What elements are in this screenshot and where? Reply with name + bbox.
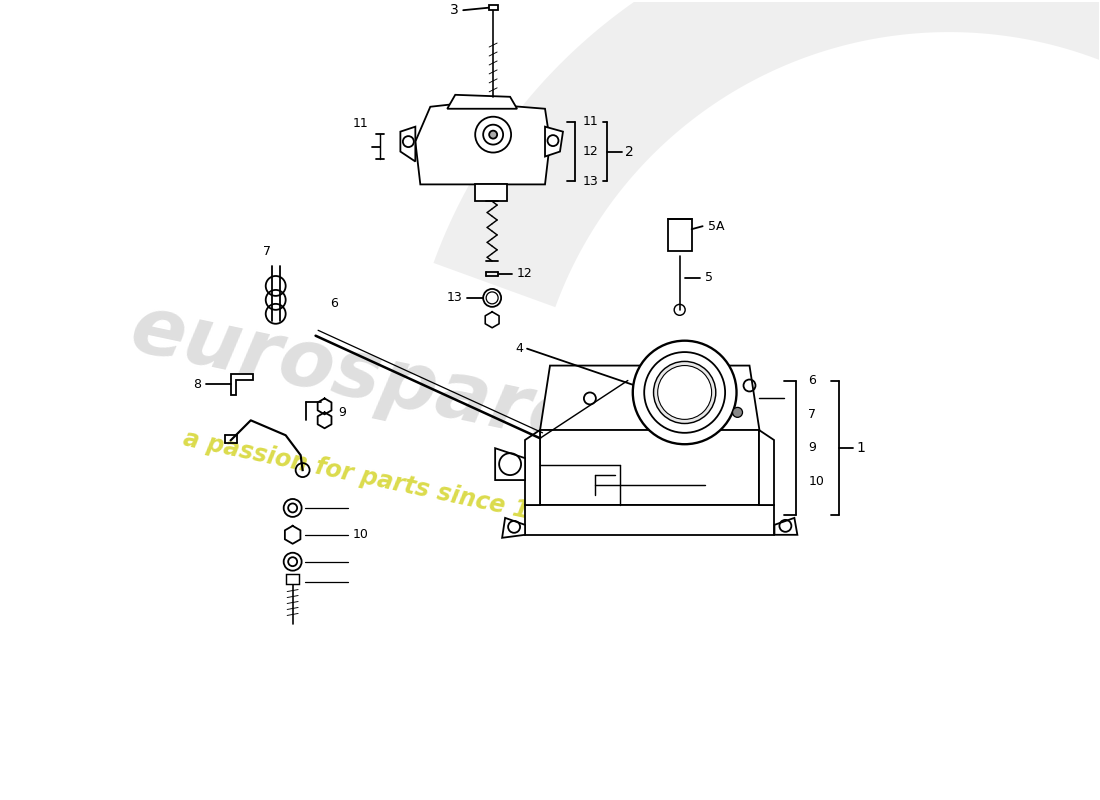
Polygon shape	[540, 430, 759, 505]
Text: 9: 9	[339, 406, 346, 419]
Text: 6: 6	[331, 298, 339, 310]
Polygon shape	[525, 505, 774, 535]
Circle shape	[733, 407, 742, 418]
Text: eurospares: eurospares	[123, 290, 638, 471]
Text: 9: 9	[808, 442, 816, 454]
Polygon shape	[544, 126, 563, 157]
Polygon shape	[416, 102, 550, 185]
Text: 4: 4	[515, 342, 524, 355]
Text: 6: 6	[808, 374, 816, 387]
Polygon shape	[495, 448, 525, 480]
Text: 5A: 5A	[707, 220, 724, 233]
Polygon shape	[540, 366, 759, 430]
Polygon shape	[759, 430, 774, 505]
Text: 7: 7	[263, 245, 271, 258]
Polygon shape	[488, 6, 497, 10]
Polygon shape	[448, 95, 517, 109]
Polygon shape	[502, 518, 525, 538]
Bar	[286, 574, 299, 583]
Circle shape	[632, 341, 737, 444]
Polygon shape	[400, 126, 416, 162]
Text: 3: 3	[450, 3, 459, 17]
Text: 10: 10	[352, 528, 368, 542]
Circle shape	[658, 366, 712, 419]
Text: 8: 8	[192, 378, 201, 391]
Text: 12: 12	[517, 267, 532, 281]
Circle shape	[653, 362, 716, 423]
Circle shape	[490, 130, 497, 138]
Text: 12: 12	[583, 145, 598, 158]
Polygon shape	[525, 430, 540, 505]
Text: 7: 7	[808, 408, 816, 421]
Text: 5: 5	[705, 271, 713, 285]
Text: a passion for parts since 1985: a passion for parts since 1985	[182, 426, 580, 534]
Text: 1: 1	[856, 441, 865, 454]
Text: 2: 2	[625, 145, 634, 158]
Polygon shape	[433, 0, 1100, 307]
Text: 13: 13	[447, 291, 462, 304]
Polygon shape	[475, 185, 507, 202]
Text: 13: 13	[583, 175, 598, 188]
Text: 11: 11	[583, 115, 598, 128]
Polygon shape	[774, 518, 798, 535]
Bar	[668, 219, 692, 251]
Polygon shape	[231, 374, 253, 395]
Text: 10: 10	[808, 475, 824, 488]
Text: 11: 11	[353, 117, 369, 130]
